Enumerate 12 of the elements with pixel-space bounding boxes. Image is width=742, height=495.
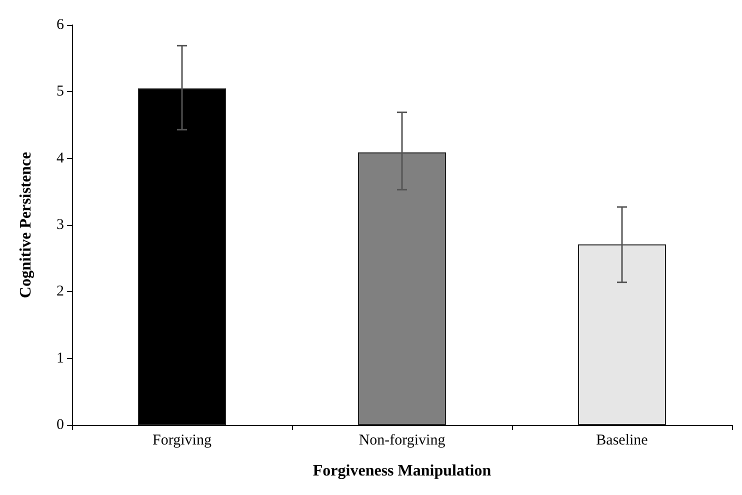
x-tick-label: Baseline [596, 432, 648, 448]
x-tick-label: Non-forgiving [358, 432, 446, 448]
y-axis-title: Cognitive Persistence [18, 152, 34, 298]
y-tick-label: 2 [56, 284, 64, 300]
y-tick-label: 3 [56, 217, 64, 233]
y-tick-label: 0 [56, 417, 64, 433]
y-tick-label: 5 [56, 84, 64, 100]
y-tick-label: 4 [56, 150, 64, 166]
y-tick-label: 6 [56, 17, 64, 33]
x-axis-title: Forgiveness Manipulation [312, 462, 492, 480]
y-tick-label: 1 [56, 350, 64, 366]
x-tick-label: Forgiving [152, 432, 212, 448]
